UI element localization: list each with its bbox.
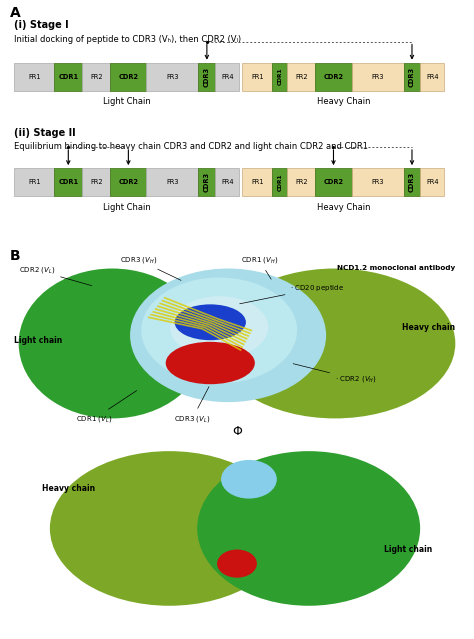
Ellipse shape <box>197 451 420 606</box>
FancyBboxPatch shape <box>82 63 110 91</box>
Ellipse shape <box>215 268 456 419</box>
Text: Heavy chain: Heavy chain <box>42 484 95 493</box>
Text: CDR2: CDR2 <box>323 73 344 80</box>
Text: CDR1: CDR1 <box>277 173 283 191</box>
Text: FR1: FR1 <box>251 73 264 80</box>
Ellipse shape <box>141 277 297 383</box>
FancyBboxPatch shape <box>287 63 316 91</box>
Text: CDR1: CDR1 <box>277 68 283 86</box>
FancyBboxPatch shape <box>215 168 239 196</box>
FancyBboxPatch shape <box>110 63 146 91</box>
Text: B: B <box>9 249 20 263</box>
Text: CDR2 ($V_L$): CDR2 ($V_L$) <box>18 265 92 286</box>
Ellipse shape <box>130 268 326 402</box>
Text: CDR1: CDR1 <box>58 73 78 80</box>
Ellipse shape <box>221 460 277 498</box>
FancyBboxPatch shape <box>110 168 146 196</box>
Text: CDR1: CDR1 <box>58 179 78 185</box>
Ellipse shape <box>50 451 289 606</box>
Ellipse shape <box>18 268 206 419</box>
Ellipse shape <box>166 342 255 384</box>
FancyBboxPatch shape <box>352 168 403 196</box>
FancyBboxPatch shape <box>272 168 287 196</box>
FancyBboxPatch shape <box>199 168 215 196</box>
Text: CDR1 ($V_L$): CDR1 ($V_L$) <box>76 390 137 424</box>
Text: (ii) Stage II: (ii) Stage II <box>14 128 76 138</box>
Text: (i) Stage I: (i) Stage I <box>14 20 69 31</box>
Text: Light chain: Light chain <box>384 545 432 554</box>
Text: FR4: FR4 <box>426 179 439 185</box>
FancyBboxPatch shape <box>352 63 403 91</box>
Text: CDR3 ($V_H$): CDR3 ($V_H$) <box>120 255 181 281</box>
FancyBboxPatch shape <box>403 63 420 91</box>
FancyBboxPatch shape <box>420 168 445 196</box>
Text: CDR3: CDR3 <box>204 66 210 87</box>
FancyBboxPatch shape <box>420 63 445 91</box>
FancyBboxPatch shape <box>272 63 287 91</box>
Text: FR3: FR3 <box>166 179 179 185</box>
FancyBboxPatch shape <box>316 168 352 196</box>
Text: FR2: FR2 <box>295 179 308 185</box>
FancyBboxPatch shape <box>199 63 215 91</box>
FancyBboxPatch shape <box>215 63 239 91</box>
Ellipse shape <box>170 296 268 358</box>
Text: FR2: FR2 <box>90 179 103 185</box>
Text: CDR3: CDR3 <box>409 66 415 87</box>
FancyBboxPatch shape <box>146 63 199 91</box>
Text: FR3: FR3 <box>371 179 384 185</box>
Text: CDR3: CDR3 <box>409 172 415 192</box>
Text: FR2: FR2 <box>90 73 103 80</box>
FancyBboxPatch shape <box>287 168 316 196</box>
Text: CDR2: CDR2 <box>323 179 344 185</box>
Text: NCD1.2 monoclonal antibody: NCD1.2 monoclonal antibody <box>337 265 456 271</box>
Text: Equilibrium binding to heavy chain CDR3 and CDR2 and light chain CDR2 and CDR1: Equilibrium binding to heavy chain CDR3 … <box>14 142 368 151</box>
Text: CDR2: CDR2 <box>118 179 138 185</box>
Text: CDR1 ($V_H$): CDR1 ($V_H$) <box>241 255 278 279</box>
FancyBboxPatch shape <box>242 63 272 91</box>
FancyBboxPatch shape <box>316 63 352 91</box>
Text: $\cdot$ CD20 peptide: $\cdot$ CD20 peptide <box>240 283 345 304</box>
Text: Light Chain: Light Chain <box>103 97 151 106</box>
Text: FR4: FR4 <box>221 179 234 185</box>
Text: CDR2: CDR2 <box>118 73 138 80</box>
Text: Light Chain: Light Chain <box>103 203 151 212</box>
FancyBboxPatch shape <box>14 168 54 196</box>
FancyBboxPatch shape <box>82 168 110 196</box>
Text: Light chain: Light chain <box>14 335 63 344</box>
Text: FR4: FR4 <box>221 73 234 80</box>
FancyBboxPatch shape <box>242 168 272 196</box>
Text: FR3: FR3 <box>371 73 384 80</box>
Text: FR2: FR2 <box>295 73 308 80</box>
Text: $\cdot$ CDR2 ($V_H$): $\cdot$ CDR2 ($V_H$) <box>293 364 377 384</box>
Text: FR3: FR3 <box>166 73 179 80</box>
Text: Heavy Chain: Heavy Chain <box>317 203 370 212</box>
FancyBboxPatch shape <box>14 63 54 91</box>
FancyBboxPatch shape <box>146 168 199 196</box>
Text: CDR3: CDR3 <box>204 172 210 192</box>
FancyBboxPatch shape <box>54 168 82 196</box>
Text: Heavy Chain: Heavy Chain <box>317 97 370 106</box>
Text: FR1: FR1 <box>28 73 40 80</box>
Text: FR4: FR4 <box>426 73 439 80</box>
Text: Heavy chain: Heavy chain <box>402 323 456 332</box>
Ellipse shape <box>174 304 246 340</box>
Text: A: A <box>9 6 20 20</box>
Text: Φ: Φ <box>232 425 242 438</box>
Text: Initial docking of peptide to CDR3 (Vₕ), then CDR2 (Vₗ): Initial docking of peptide to CDR3 (Vₕ),… <box>14 35 241 44</box>
Ellipse shape <box>217 550 257 578</box>
Text: FR1: FR1 <box>28 179 40 185</box>
Text: CDR3 ($V_L$): CDR3 ($V_L$) <box>174 387 210 424</box>
FancyBboxPatch shape <box>54 63 82 91</box>
Text: FR1: FR1 <box>251 179 264 185</box>
FancyBboxPatch shape <box>403 168 420 196</box>
